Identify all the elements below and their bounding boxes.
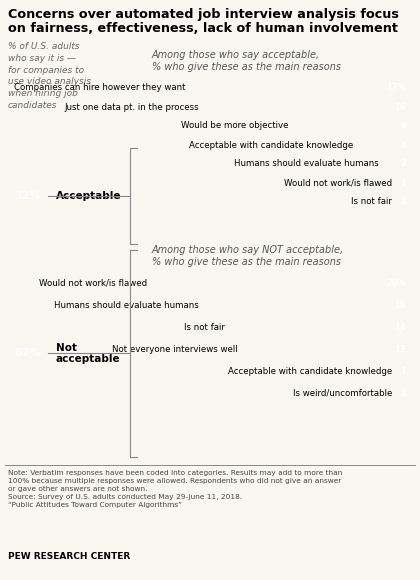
Text: 1: 1 bbox=[400, 367, 406, 375]
Text: Acceptable: Acceptable bbox=[56, 191, 121, 201]
Text: Humans should evaluate humans: Humans should evaluate humans bbox=[54, 300, 199, 310]
Text: Would not work/is flawed: Would not work/is flawed bbox=[39, 278, 147, 288]
Text: Among those who say acceptable,
% who give these as the main reasons: Among those who say acceptable, % who gi… bbox=[152, 50, 341, 71]
Text: Would not work/is flawed: Would not work/is flawed bbox=[284, 179, 392, 187]
Text: Acceptable with candidate knowledge: Acceptable with candidate knowledge bbox=[228, 367, 392, 375]
Text: 1: 1 bbox=[400, 198, 406, 206]
Text: 32%: 32% bbox=[15, 191, 41, 201]
Text: Is weird/uncomfortable: Is weird/uncomfortable bbox=[293, 389, 392, 397]
Text: 16: 16 bbox=[394, 103, 406, 111]
Text: 67%: 67% bbox=[15, 349, 42, 358]
Text: Is not fair: Is not fair bbox=[351, 198, 392, 206]
Text: Acceptable with candidate knowledge: Acceptable with candidate knowledge bbox=[189, 140, 353, 150]
Text: Companies can hire however they want: Companies can hire however they want bbox=[14, 84, 186, 92]
Text: Note: Verbatim responses have been coded into categories. Results may add to mor: Note: Verbatim responses have been coded… bbox=[8, 470, 342, 508]
Text: 16: 16 bbox=[394, 300, 406, 310]
Text: 17%: 17% bbox=[386, 84, 406, 92]
Text: 13: 13 bbox=[394, 345, 406, 353]
Text: Would be more objective: Would be more objective bbox=[181, 121, 289, 130]
Text: 1: 1 bbox=[400, 179, 406, 187]
Text: PEW RESEARCH CENTER: PEW RESEARCH CENTER bbox=[8, 552, 130, 561]
Text: Not everyone interviews well: Not everyone interviews well bbox=[112, 345, 237, 353]
Text: Not
acceptable: Not acceptable bbox=[56, 343, 121, 364]
Text: Is not fair: Is not fair bbox=[184, 322, 224, 332]
Text: 20%: 20% bbox=[386, 278, 406, 288]
Text: on fairness, effectiveness, lack of human involvement: on fairness, effectiveness, lack of huma… bbox=[8, 22, 398, 35]
Text: 4: 4 bbox=[400, 140, 406, 150]
Text: Humans should evaluate humans: Humans should evaluate humans bbox=[234, 160, 379, 169]
Text: 14: 14 bbox=[394, 322, 406, 332]
Text: 2: 2 bbox=[400, 160, 406, 169]
Text: Just one data pt. in the process: Just one data pt. in the process bbox=[64, 103, 199, 111]
Text: 9: 9 bbox=[400, 121, 406, 130]
Text: Among those who say NOT acceptable,
% who give these as the main reasons: Among those who say NOT acceptable, % wh… bbox=[152, 245, 344, 267]
Text: % of U.S. adults
who say it is —
for companies to
use video analysis
when hiring: % of U.S. adults who say it is — for com… bbox=[8, 42, 91, 110]
Text: Concerns over automated job interview analysis focus: Concerns over automated job interview an… bbox=[8, 8, 399, 21]
Text: 1: 1 bbox=[400, 389, 406, 397]
